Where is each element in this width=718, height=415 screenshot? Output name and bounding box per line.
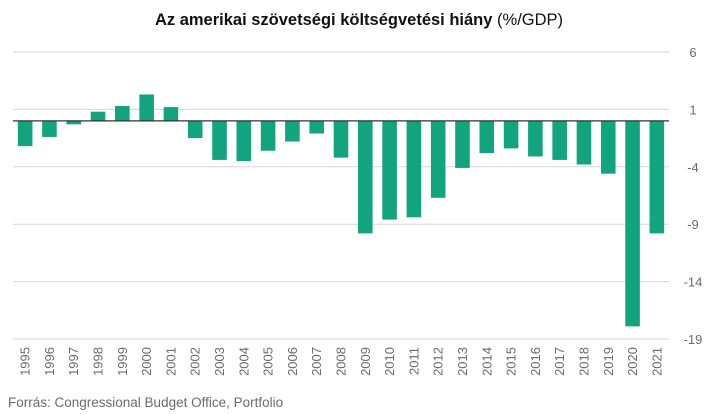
bar-2005 (260, 120, 276, 151)
x-tick-label: 2009 (358, 347, 373, 376)
chart-title: Az amerikai szövetségi költségvetési hiá… (0, 11, 718, 30)
bar-2016 (528, 120, 543, 157)
bar-2000 (139, 94, 154, 121)
bar-2010 (382, 120, 397, 220)
bar-2013 (455, 120, 470, 168)
bar-2020 (625, 120, 640, 327)
bar-1998 (90, 111, 106, 121)
x-tick-label: 2019 (601, 347, 616, 376)
bar-2014 (479, 120, 495, 154)
y-tick-label: -9 (687, 217, 699, 232)
x-tick-label: 2018 (576, 347, 591, 376)
x-tick-label: 2011 (406, 347, 421, 375)
x-tick-label: 2007 (309, 347, 324, 376)
bar-2015 (503, 120, 519, 149)
bar-2017 (552, 120, 567, 160)
bar-2004 (236, 120, 252, 162)
bar-2012 (430, 120, 446, 198)
bar-2001 (163, 107, 179, 121)
bar-2009 (358, 120, 373, 234)
bar-2018 (576, 120, 592, 165)
bars (17, 94, 665, 327)
bar-1995 (17, 120, 33, 147)
x-tick-label: 2015 (504, 347, 519, 376)
bar-2007 (309, 120, 324, 134)
x-tick-label: 2000 (139, 347, 154, 376)
x-tick-label: 2004 (236, 347, 251, 376)
y-tick-label: -4 (687, 160, 699, 175)
x-tick-label: 2012 (431, 347, 446, 376)
x-tick-label: 2008 (334, 347, 349, 376)
chart-title-unit: (%/GDP) (492, 11, 564, 29)
bar-2002 (187, 120, 203, 139)
x-tick-labels: 1995 1996 1997 1998 1999 2000 2001 2002 2003 2004… (18, 347, 665, 376)
x-tick-label: 1997 (66, 347, 81, 376)
x-tick-label: 2003 (212, 347, 227, 376)
source-note: Forrás: Congressional Budget Office, Por… (8, 395, 284, 410)
x-tick-label: 2016 (528, 347, 543, 376)
y-tick-labels: 6 1 -4 -9 -14 -19 (684, 45, 703, 347)
x-tick-label: 2006 (285, 347, 300, 376)
x-tick-label: 2010 (382, 347, 397, 376)
x-tick-label: 1998 (91, 347, 106, 376)
y-tick-label: 6 (689, 45, 696, 60)
x-tick-label: 2014 (479, 347, 494, 376)
x-tick-label: 1996 (42, 347, 57, 376)
grid-lines (13, 51, 669, 340)
bar-2019 (600, 120, 616, 174)
x-tick-label: 2005 (261, 347, 276, 376)
bar-2006 (285, 120, 300, 142)
bar-2008 (333, 120, 349, 158)
x-tick-label: 2021 (649, 347, 664, 376)
x-tick-label: 1999 (115, 347, 130, 376)
bar-2021 (649, 120, 665, 234)
chart-title-main: Az amerikai szövetségi költségvetési hiá… (154, 11, 493, 29)
y-tick-label: -14 (684, 275, 703, 290)
bar-1996 (42, 120, 57, 137)
x-tick-label: 2017 (552, 347, 567, 376)
bar-2003 (212, 120, 227, 160)
y-tick-label: -19 (684, 332, 703, 347)
x-tick-label: 2001 (163, 347, 178, 376)
bar-2011 (406, 120, 422, 218)
bar-1999 (115, 105, 130, 121)
y-tick-label: 1 (689, 102, 696, 117)
x-tick-label: 2002 (188, 347, 203, 376)
x-tick-label: 2013 (455, 347, 470, 376)
x-tick-label: 1995 (18, 347, 33, 376)
bar-1997 (66, 120, 82, 125)
x-tick-label: 2020 (625, 347, 640, 376)
